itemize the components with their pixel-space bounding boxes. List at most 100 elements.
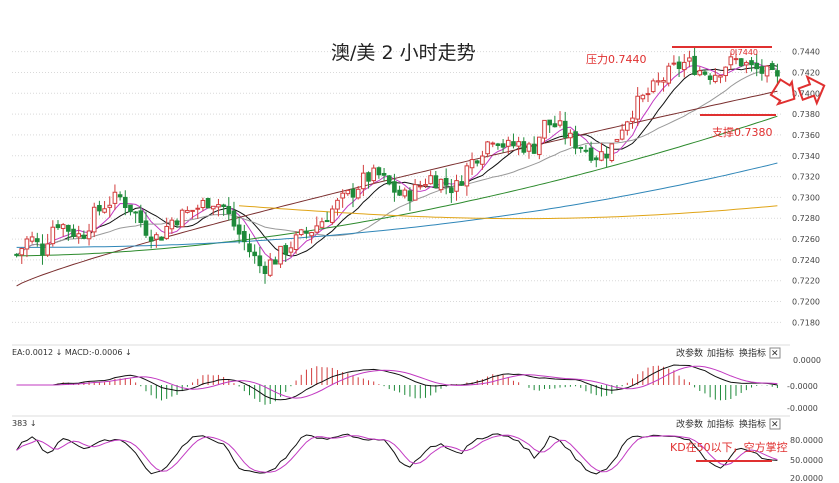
support-label: 支撑0.7380 xyxy=(712,125,773,139)
macd-close-box[interactable] xyxy=(769,347,781,359)
candle-7 xyxy=(50,220,56,247)
resistance-peak-label: 0.7440 xyxy=(730,48,758,57)
candle-body-124 xyxy=(656,80,661,83)
candle-body-131 xyxy=(692,55,697,75)
candle-64 xyxy=(345,189,351,196)
candle-body-8 xyxy=(55,224,61,229)
candle-body-141 xyxy=(744,62,749,66)
candle-51 xyxy=(278,245,283,269)
candle-118 xyxy=(625,120,630,136)
candle-body-38 xyxy=(210,205,216,210)
candle-54 xyxy=(293,231,299,254)
candle-body-89 xyxy=(474,160,480,164)
candle-body-20 xyxy=(117,194,123,198)
candle-body-112 xyxy=(593,157,599,161)
candle-body-81 xyxy=(433,175,439,189)
kd-tick-50: 50.0000 xyxy=(790,456,823,465)
candle-body-103 xyxy=(547,119,552,126)
candle-19 xyxy=(112,184,118,211)
candle-72 xyxy=(386,174,392,186)
candle-body-17 xyxy=(102,208,107,213)
y-tick-13: 0.7180 xyxy=(792,318,820,327)
candle-136 xyxy=(718,74,723,84)
candle-body-58 xyxy=(314,225,320,233)
candle-126 xyxy=(666,62,672,87)
kd-add-indicator-button[interactable]: 加指标 xyxy=(707,418,734,430)
candle-25 xyxy=(143,211,149,239)
candle-105 xyxy=(557,111,563,128)
kd-close-icon[interactable]: ✕ xyxy=(771,420,779,430)
candle-122 xyxy=(645,87,651,102)
candle-96 xyxy=(511,133,516,149)
kd-switch-indicator-button[interactable]: 换指标 xyxy=(739,418,766,430)
candle-body-37 xyxy=(205,197,211,209)
candle-41 xyxy=(226,197,232,221)
candle-body-47 xyxy=(257,255,263,267)
macd-close-icon[interactable]: ✕ xyxy=(771,349,779,359)
candle-66 xyxy=(355,185,361,200)
candle-131 xyxy=(692,46,697,76)
candle-120 xyxy=(635,87,640,127)
candle-20 xyxy=(117,191,123,201)
candle-body-52 xyxy=(283,245,289,255)
candle-body-109 xyxy=(578,146,584,149)
candle-body-15 xyxy=(91,206,97,233)
candle-124 xyxy=(656,72,661,86)
candle-62 xyxy=(335,197,340,216)
candle-body-70 xyxy=(376,167,382,176)
candle-body-18 xyxy=(107,204,113,208)
ma-brown-line xyxy=(16,90,778,287)
candle-body-80 xyxy=(428,175,433,185)
resistance-label: 压力0.7440 xyxy=(586,53,647,66)
candle-body-68 xyxy=(366,172,371,182)
candle-body-87 xyxy=(464,165,470,187)
candle-body-115 xyxy=(609,143,615,161)
ma-blue-line xyxy=(16,162,778,248)
candle-body-118 xyxy=(625,121,630,131)
kd-change-params-button[interactable]: 改参数 xyxy=(676,418,703,430)
ma-magenta-line xyxy=(16,62,778,263)
macd-change-params-button[interactable]: 改参数 xyxy=(676,347,703,359)
candle-36 xyxy=(200,197,206,212)
candle-3 xyxy=(29,231,35,244)
y-tick-6: 0.7320 xyxy=(792,173,820,182)
kd-close-box[interactable] xyxy=(769,418,781,430)
candle-body-121 xyxy=(640,94,646,100)
candle-body-29 xyxy=(164,225,169,239)
candle-body-95 xyxy=(505,139,511,147)
candle-body-75 xyxy=(402,189,408,197)
candle-133 xyxy=(702,69,708,77)
candle-80 xyxy=(428,170,433,185)
candle-37 xyxy=(205,197,211,209)
candle-71 xyxy=(381,167,387,181)
candle-body-76 xyxy=(407,190,413,202)
candle-body-3 xyxy=(29,236,35,242)
macd-add-indicator-button[interactable]: 加指标 xyxy=(707,347,734,359)
candle-body-137 xyxy=(723,66,728,77)
candle-104 xyxy=(552,115,558,128)
candle-127 xyxy=(671,55,677,66)
candle-body-49 xyxy=(267,259,273,276)
candle-112 xyxy=(593,155,599,168)
candle-body-83 xyxy=(443,177,449,186)
candle-40 xyxy=(221,203,226,216)
candle-90 xyxy=(480,150,485,170)
candle-12 xyxy=(76,225,82,244)
macd-switch-indicator-button[interactable]: 换指标 xyxy=(739,347,766,359)
kd-annotation: KD在50以下，空方掌控 xyxy=(670,440,788,454)
macd-dea-line xyxy=(16,365,778,399)
candle-11 xyxy=(71,224,76,239)
candle-body-139 xyxy=(733,58,739,61)
candle-50 xyxy=(273,256,278,265)
candle-145 xyxy=(764,65,770,83)
candle-2 xyxy=(24,236,30,258)
candle-42 xyxy=(231,201,237,231)
candle-84 xyxy=(449,179,454,203)
candle-body-136 xyxy=(718,75,723,78)
y-tick-11: 0.7220 xyxy=(792,277,820,286)
candle-body-40 xyxy=(221,204,226,208)
candle-108 xyxy=(573,125,578,155)
candle-body-77 xyxy=(412,184,418,201)
candle-body-88 xyxy=(469,159,475,169)
candle-body-108 xyxy=(573,131,578,149)
